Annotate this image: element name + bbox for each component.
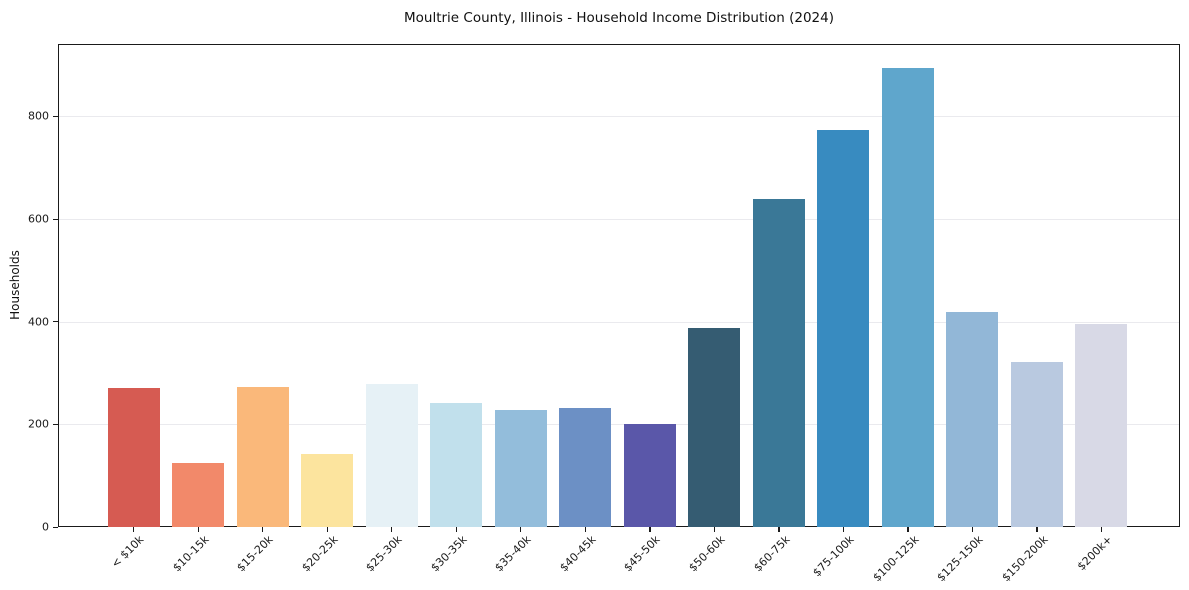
x-tick-label: $25-30k (363, 533, 405, 575)
bar (881, 68, 934, 527)
x-tick-mark (262, 527, 264, 532)
y-gridline (59, 116, 1179, 118)
x-tick-label: $100-125k (869, 533, 922, 585)
x-tick-label: $40-45k (557, 533, 599, 575)
bar (172, 462, 225, 527)
x-tick-label: < $10k (109, 533, 147, 571)
x-tick-label: $30-35k (428, 533, 470, 575)
bar (1010, 361, 1063, 527)
y-axis-label: Households (8, 250, 22, 320)
bar (236, 386, 289, 527)
y-tick-label: 800 (28, 109, 49, 123)
x-tick-mark (907, 527, 909, 532)
bar (946, 311, 999, 527)
y-tick-label: 0 (42, 520, 49, 534)
y-tick-mark (53, 115, 58, 118)
x-tick-mark (520, 527, 522, 532)
x-tick-label: $50-60k (686, 533, 728, 575)
x-tick-label: $200k+ (1074, 533, 1115, 574)
y-gridline (59, 219, 1179, 221)
bar (623, 424, 676, 527)
chart-title: Moultrie County, Illinois - Household In… (404, 10, 834, 26)
x-tick-mark (842, 527, 845, 532)
x-tick-label: $20-25k (299, 533, 341, 575)
y-tick-mark (53, 218, 58, 220)
bar (817, 130, 870, 527)
y-tick-label: 200 (28, 417, 49, 431)
x-tick-mark (971, 527, 974, 532)
x-tick-mark (649, 527, 651, 532)
x-tick-mark (197, 527, 199, 532)
x-tick-mark (133, 527, 135, 532)
x-tick-mark (455, 527, 457, 532)
x-tick-mark (1100, 527, 1103, 532)
y-gridline (59, 321, 1179, 323)
x-tick-label: $35-40k (492, 533, 534, 575)
x-tick-label: $125-150k (934, 533, 986, 585)
x-tick-label: $150-200k (999, 533, 1051, 585)
x-tick-mark (778, 527, 780, 532)
x-tick-label: $45-50k (621, 533, 663, 575)
bar (107, 388, 160, 527)
x-tick-label: $60-75k (750, 533, 793, 575)
x-tick-label: $10-15k (169, 533, 212, 575)
bar (1075, 324, 1128, 527)
x-tick-label: $75-100k (810, 533, 857, 580)
y-tick-mark (53, 526, 58, 528)
x-tick-mark (1036, 527, 1038, 532)
y-tick-label: 400 (28, 315, 49, 329)
y-tick-mark (53, 321, 58, 323)
bar (559, 407, 612, 527)
x-tick-label: $15-20k (234, 533, 276, 575)
bar (688, 327, 741, 527)
bar (301, 454, 354, 527)
x-tick-mark (391, 527, 393, 532)
x-tick-mark (326, 527, 328, 532)
y-tick-mark (53, 423, 58, 426)
bar (752, 199, 805, 527)
y-tick-label: 600 (28, 212, 49, 226)
bar (494, 409, 547, 527)
x-tick-mark (713, 527, 716, 532)
bar (365, 383, 418, 527)
x-tick-mark (584, 527, 587, 532)
bar (430, 402, 483, 527)
y-gridline (59, 424, 1179, 426)
